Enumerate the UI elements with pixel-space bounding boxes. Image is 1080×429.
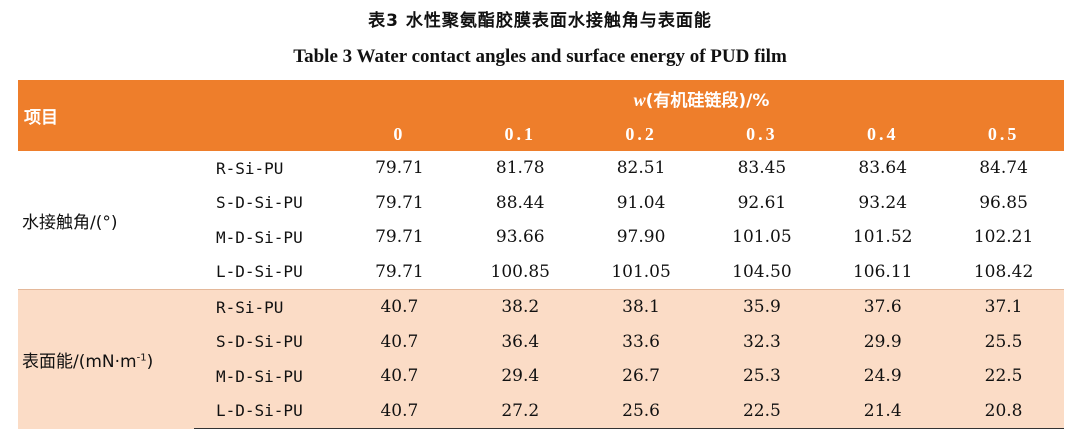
table-cell: 26.7 xyxy=(580,359,702,394)
table-cell: 91.04 xyxy=(616,192,666,213)
header-col: 0 xyxy=(339,117,460,151)
table-cell: 83.64 xyxy=(858,158,908,179)
table-cell: 101.05 xyxy=(732,227,792,248)
row-label: R-Si-PU xyxy=(216,158,284,178)
header-row-group: 项目 w(有机硅链段)/% xyxy=(18,80,1064,151)
row-label: R-Si-PU xyxy=(194,289,339,325)
table-cell: 97.90 xyxy=(616,227,666,248)
table-cell: 84.74 xyxy=(979,158,1028,179)
table-row: L-D-Si-PU 40.7 27.2 25.6 22.5 21.4 20.8 xyxy=(18,393,1064,429)
table-cell: 101.05 xyxy=(611,261,671,282)
table-cell: 100.85 xyxy=(490,261,550,282)
table-cell: 32.3 xyxy=(701,324,823,359)
table-cell: 108.42 xyxy=(973,261,1034,282)
table-row: S-D-Si-PU 40.7 36.4 33.6 32.3 29.9 25.5 xyxy=(18,324,1064,359)
table-cell: 29.9 xyxy=(822,324,944,359)
header-row-columns: 0 0.1 0.2 0.3 0.4 0.5 xyxy=(18,117,1064,151)
table-cell: 88.44 xyxy=(495,192,545,213)
group-label-end: ) xyxy=(146,351,154,372)
table-cell: 37.6 xyxy=(822,289,944,325)
table-cell: 93.24 xyxy=(858,192,908,213)
table-cell: 25.5 xyxy=(943,324,1064,359)
table-caption-en: Table 3 Water contact angles and surface… xyxy=(293,46,787,67)
table-cell: 79.71 xyxy=(375,261,424,282)
table-cell: 24.9 xyxy=(822,359,944,394)
table-cell: 20.8 xyxy=(943,393,1064,429)
group-label-sup: -1 xyxy=(136,352,147,364)
header-item: 项目 xyxy=(18,80,339,151)
table-cell: 101.52 xyxy=(852,227,913,248)
group-label-text: 表面能/(mN·m xyxy=(22,351,137,372)
header-w-symbol: w xyxy=(633,90,646,110)
table-cell: 21.4 xyxy=(822,393,944,429)
table-row: M-D-Si-PU 79.71 93.66 97.90 101.05 101.52 102.… xyxy=(18,220,1064,255)
header-group: w(有机硅链段)/% xyxy=(339,80,1064,117)
table-cell: 83.45 xyxy=(737,158,787,179)
table-cell: 25.3 xyxy=(701,359,823,394)
table-row: M-D-Si-PU 40.7 29.4 26.7 25.3 24.9 22.5 xyxy=(18,359,1064,394)
header-col: 0.5 xyxy=(943,117,1064,151)
table-cell: 22.5 xyxy=(701,393,823,429)
table-cell: 79.71 xyxy=(375,158,424,179)
table-row: L-D-Si-PU 79.71 100.85 101.05 104.50 106.11 10… xyxy=(18,255,1064,290)
table-caption-cn: 表3 水性聚氨酯胶膜表面水接触角与表面能 xyxy=(368,11,712,31)
group-label-contact-angle: 水接触角/(°) xyxy=(22,212,118,233)
table-cell: 29.4 xyxy=(459,359,581,394)
table-cell: 38.1 xyxy=(580,289,702,325)
table-row: 表面能/(mN·m-1) R-Si-PU 40.7 38.2 38.1 35.9 37.6 3… xyxy=(18,289,1064,429)
table-cell: 93.66 xyxy=(495,227,545,248)
table-cell: 25.6 xyxy=(580,393,702,429)
table-cell: 35.9 xyxy=(701,289,823,325)
header-col: 0.1 xyxy=(459,117,581,151)
header-col: 0.4 xyxy=(822,117,944,151)
table-cell: 104.50 xyxy=(732,261,792,282)
table-cell: 40.7 xyxy=(339,324,460,359)
table-row: S-D-Si-PU 79.71 88.44 91.04 92.61 93.24 96.85 xyxy=(18,186,1064,221)
header-col: 0.3 xyxy=(701,117,823,151)
header-group-label: (有机硅链段)/% xyxy=(645,91,770,111)
table-cell: 82.51 xyxy=(616,158,666,179)
row-label: L-D-Si-PU xyxy=(194,393,339,429)
table-cell: 92.61 xyxy=(737,192,787,213)
table-cell: 102.21 xyxy=(973,227,1034,248)
table-cell: 106.11 xyxy=(852,261,913,282)
table-cell: 79.71 xyxy=(375,227,424,248)
table-cell: 27.2 xyxy=(459,393,581,429)
row-label: S-D-Si-PU xyxy=(194,324,339,359)
table-cell: 22.5 xyxy=(943,359,1064,394)
group-label-surface-energy: 表面能/(mN·m-1) xyxy=(18,289,194,429)
row-label: L-D-Si-PU xyxy=(216,262,303,282)
table-cell: 79.71 xyxy=(375,192,424,213)
table-cell: 96.85 xyxy=(979,192,1028,213)
table-cell: 38.2 xyxy=(459,289,581,325)
table-cell: 81.78 xyxy=(495,158,545,179)
data-table: 项目 w(有机硅链段)/% 0 0.1 0.2 0.3 0.4 0.5 水接触角… xyxy=(18,80,1064,429)
header-col: 0.2 xyxy=(580,117,702,151)
row-label: M-D-Si-PU xyxy=(194,359,339,394)
table-cell: 40.7 xyxy=(339,359,460,394)
row-label: S-D-Si-PU xyxy=(216,193,303,213)
table-cell: 37.1 xyxy=(943,289,1064,325)
table-cell: 40.7 xyxy=(339,289,460,325)
row-label: M-D-Si-PU xyxy=(216,227,303,247)
table-cell: 33.6 xyxy=(580,324,702,359)
table-cell: 36.4 xyxy=(459,324,581,359)
table-cell: 40.7 xyxy=(339,393,460,429)
table-row: 水接触角/(°) R-Si-PU 79.71 81.78 82.51 83.45 83.64… xyxy=(18,151,1064,232)
